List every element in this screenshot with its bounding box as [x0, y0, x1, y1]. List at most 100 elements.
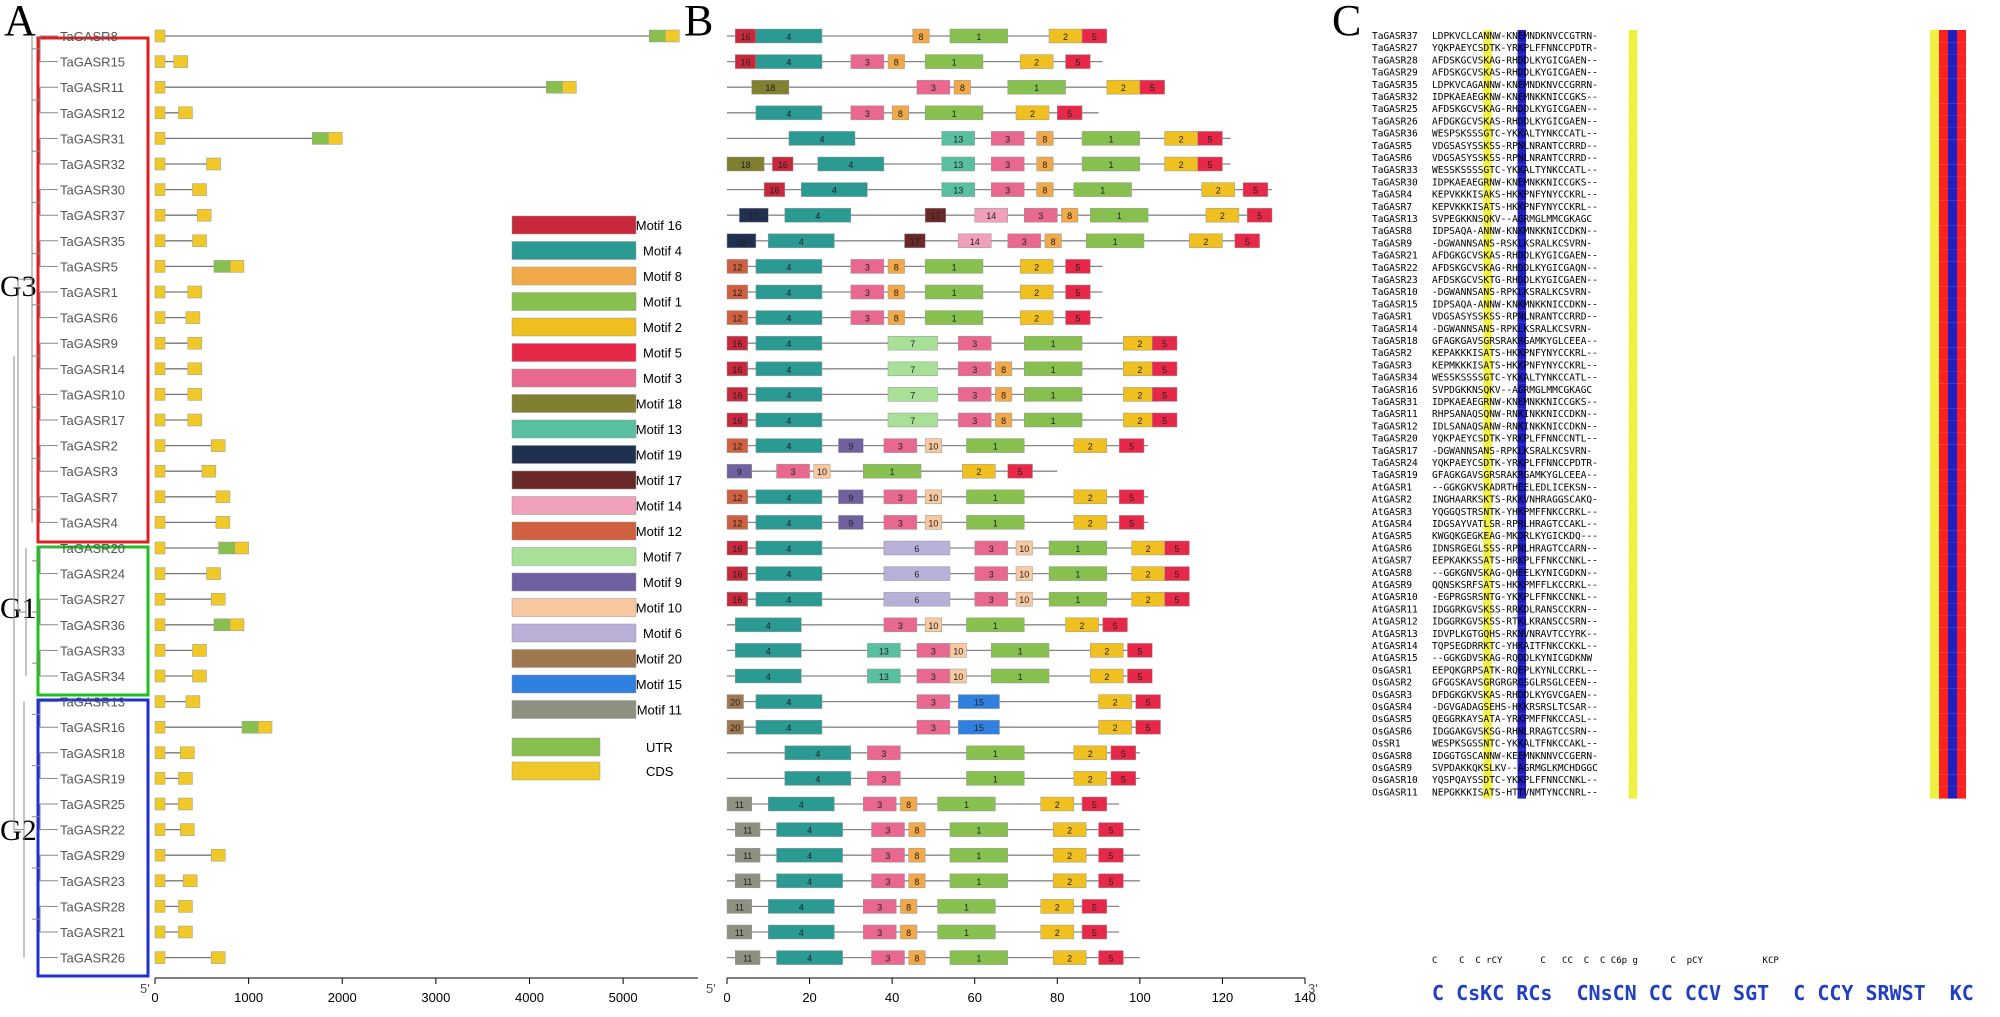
- motif-box-4: 4: [755, 335, 823, 351]
- alignment-highlight: [1939, 152, 1948, 165]
- alignment-seq-name: TaGASR32: [1372, 92, 1418, 103]
- gene-label: TaGASR27: [60, 592, 125, 607]
- alignment-highlight: [1957, 249, 1966, 262]
- motif-box-4: 4: [755, 361, 823, 377]
- alignment-highlight: [1483, 322, 1492, 335]
- motif-rect: [755, 489, 823, 505]
- cds-exon: [229, 260, 245, 273]
- alignment-sequence: WESSKSSSSGTC-YKKALTYNKCCATL--: [1432, 373, 1598, 384]
- alignment-highlight: [1957, 298, 1966, 311]
- alignment-highlight: [1930, 261, 1939, 274]
- motif-box-1: 1: [966, 617, 1025, 633]
- motif-box-16: 16: [726, 566, 748, 581]
- motif-rect: [726, 540, 748, 556]
- alignment-highlight: [1628, 249, 1638, 262]
- alignment-highlight: [1517, 579, 1527, 592]
- alignment-highlight: [1930, 530, 1939, 543]
- motif-box-5: 5: [1098, 822, 1124, 837]
- motif-rect: [1098, 822, 1124, 837]
- utr-exon: [546, 80, 563, 94]
- motif-number: 8: [914, 954, 919, 964]
- motif-rect: [726, 335, 748, 351]
- motif-number: 5: [1113, 621, 1118, 631]
- axis-b-tick-label: 100: [1129, 990, 1151, 1005]
- gene-structure: [154, 720, 273, 734]
- alignment-highlight: [1948, 237, 1957, 250]
- motif-rect: [755, 694, 823, 709]
- motif-rect: [1019, 310, 1054, 325]
- motif-rect: [735, 668, 802, 684]
- utr-exon: [241, 720, 259, 734]
- motif-number: 4: [799, 928, 804, 938]
- alignment-highlight: [1957, 286, 1966, 299]
- motif-rect: [900, 899, 918, 914]
- alignment-sequence: NEPGKKKISATS-HTTVNMTYNCCNRL--: [1432, 787, 1598, 798]
- motif-rect: [887, 310, 905, 325]
- alignment-row: TaGASR18 GFAGKGAVSGRSRAKRGAMKYGLCEEA--: [1372, 335, 1966, 348]
- alignment-highlight: [1957, 420, 1966, 433]
- motif-rect: [755, 438, 823, 453]
- alignment-sequence: YQSPQAYSSDTC-YKKPLFFNNCCNKL--: [1432, 775, 1598, 786]
- alignment-highlight: [1948, 627, 1957, 640]
- motif-number: 1: [1108, 134, 1113, 144]
- motif-rect: [735, 643, 802, 658]
- legend-entry: Motif 10: [511, 598, 682, 617]
- gene-label: TaGASR12: [60, 106, 125, 121]
- motif-rect: [990, 182, 1025, 197]
- legend-label: Motif 14: [636, 499, 682, 514]
- cds-exon: [187, 336, 203, 350]
- motif-rect: [1061, 207, 1079, 223]
- motif-number: 15: [974, 698, 984, 708]
- alignment-highlight: [1939, 725, 1948, 738]
- alignment-seq-name: AtGASR5: [1372, 531, 1412, 542]
- motif-rect: [891, 105, 909, 121]
- motif-rect: [883, 566, 951, 581]
- motif-row: 11 4 3 8 1 2 5: [727, 822, 1140, 837]
- cds-exon: [154, 746, 166, 760]
- alignment-highlight: [1930, 640, 1939, 653]
- alignment-highlight: [1948, 335, 1957, 348]
- motif-number: 1: [1051, 339, 1056, 349]
- alignment-highlight: [1957, 322, 1966, 335]
- motif-box-5: 5: [1242, 182, 1269, 197]
- motif-number: 2: [1220, 211, 1225, 221]
- motif-box-7: 7: [887, 412, 938, 428]
- motif-box-5: 5: [1118, 489, 1145, 505]
- motif-number: 2: [1121, 83, 1126, 93]
- gene-label: TaGASR26: [60, 951, 125, 966]
- motif-rect: [957, 694, 1000, 709]
- motif-rect: [838, 438, 864, 453]
- alignment-highlight: [1628, 774, 1638, 787]
- alignment-highlight: [1483, 749, 1492, 762]
- motif-rect: [751, 79, 790, 95]
- motif-number: 1: [1051, 365, 1056, 375]
- motif-rect: [1118, 515, 1145, 530]
- alignment-sequence: KEPMKKKISATS-HKKPNFYNYCCKRL--: [1432, 360, 1598, 371]
- motif-box-5: 5: [1098, 847, 1124, 863]
- axis-a: 0 1000 2000 3000 4000 5000: [151, 977, 698, 1005]
- alignment-highlight: [1517, 310, 1527, 323]
- alignment-highlight: [1930, 505, 1939, 518]
- alignment-sequence: -DGWANNSANS-RPKLKSRALKCSVRN-: [1432, 287, 1592, 298]
- legend-swatch: [511, 470, 637, 490]
- alignment-highlight: [1948, 530, 1957, 543]
- motif-box-11: 11: [735, 873, 761, 889]
- gene-structure: [154, 29, 680, 43]
- alignment-row: TaGASR11 RHPSANAQSQNW-RNKINKKNICCDKN--: [1372, 408, 1966, 421]
- alignment-highlight: [1517, 481, 1527, 494]
- motif-box-16: 16: [726, 591, 748, 607]
- motif-row: 19 4 17 14 3 8 1 2 5: [727, 207, 1273, 223]
- alignment-highlight: [1948, 176, 1957, 189]
- alignment-highlight: [1930, 615, 1939, 628]
- cds-exon: [178, 900, 193, 913]
- motif-box-1: 1: [924, 105, 984, 121]
- motif-box-3: 3: [850, 54, 885, 69]
- motif-number: 5: [1075, 314, 1080, 324]
- gene-structure: [154, 644, 207, 657]
- alignment-row: OsGASR6 IDGGAKGVSKSG-RHNLRRAGTCCSRN--: [1372, 725, 1966, 738]
- alignment-highlight: [1930, 652, 1939, 665]
- motif-number: 4: [807, 877, 812, 887]
- motif-box-1: 1: [937, 924, 996, 940]
- cds-exon: [234, 541, 249, 555]
